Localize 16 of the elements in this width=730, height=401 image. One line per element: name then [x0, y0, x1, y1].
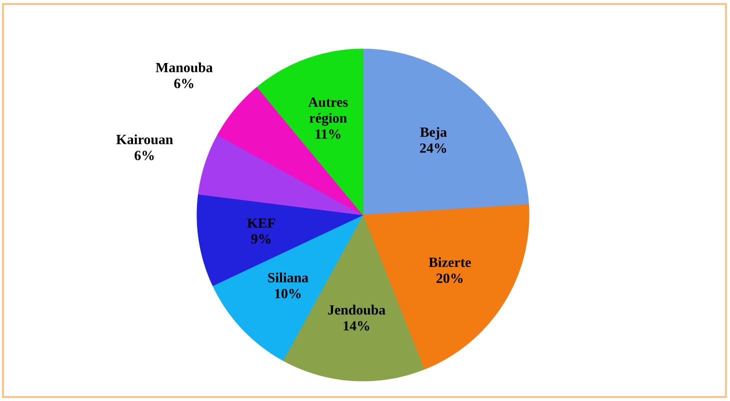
slice-label: Jendouba: [328, 304, 386, 315]
slice-label: Bizerte: [428, 257, 471, 268]
data-label: 6%: [174, 78, 194, 88]
slice-label: Autres région: [308, 98, 348, 126]
slice-label: KEF: [247, 218, 276, 228]
data-label: 9%: [251, 234, 271, 244]
data-label: 24%: [420, 143, 446, 153]
data-label: 14%: [344, 321, 370, 331]
data-label: 10%: [275, 288, 301, 298]
slice-label: Beja: [420, 127, 447, 140]
slice-label: Siliana: [268, 272, 308, 282]
slice-label: Kairouan: [116, 134, 173, 144]
data-label: 11%: [316, 129, 340, 139]
data-label: 20%: [436, 274, 463, 284]
slice-label: Manouba: [156, 62, 213, 72]
data-label: 6%: [134, 150, 154, 160]
